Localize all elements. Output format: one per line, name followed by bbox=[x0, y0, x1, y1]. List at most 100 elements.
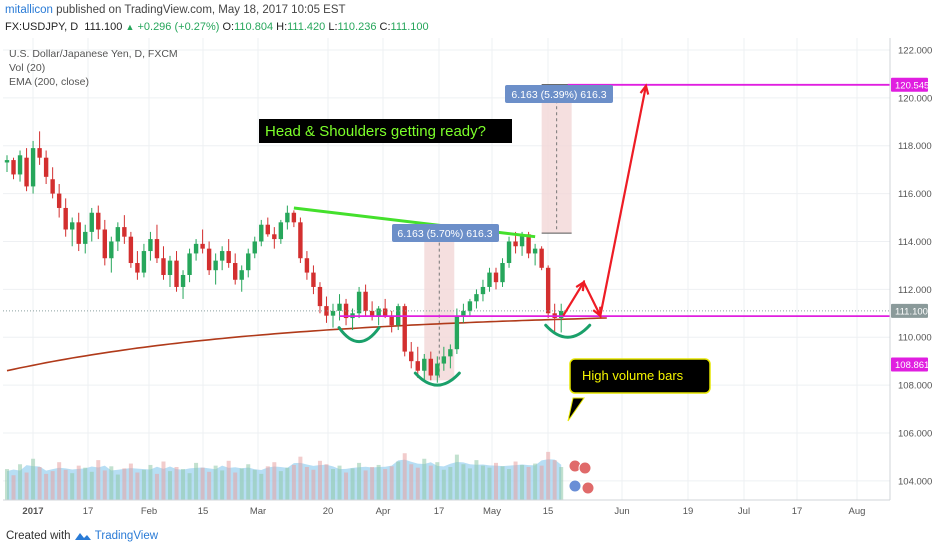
volume-bar bbox=[194, 462, 199, 500]
tradingview-link[interactable]: TradingView bbox=[94, 530, 159, 543]
volume-bar bbox=[298, 456, 303, 500]
candle-body bbox=[193, 243, 199, 254]
candle-body bbox=[70, 222, 75, 230]
candle bbox=[532, 243, 538, 266]
candle-body bbox=[389, 315, 394, 326]
candle bbox=[304, 251, 310, 280]
volume-bar bbox=[467, 468, 472, 500]
candle-body bbox=[246, 253, 251, 271]
candle-body bbox=[128, 236, 134, 264]
volume-bar bbox=[128, 463, 133, 500]
candle-body bbox=[141, 251, 147, 273]
volume-bar bbox=[57, 462, 62, 500]
candle bbox=[409, 342, 414, 369]
candle-body bbox=[43, 157, 49, 177]
candle-body bbox=[154, 239, 160, 259]
volume-bar bbox=[539, 465, 544, 500]
head-arc bbox=[413, 371, 461, 387]
candle-body bbox=[493, 272, 499, 283]
ema-200-line bbox=[6, 317, 607, 372]
time-tick-label: 19 bbox=[683, 506, 694, 517]
candle-body bbox=[317, 286, 323, 307]
candle bbox=[154, 224, 160, 264]
volume-bar bbox=[363, 470, 368, 500]
annotation-title: Head & Shoulders getting ready? bbox=[265, 123, 486, 140]
high-value: 111.420 bbox=[287, 21, 326, 33]
time-tick-label: 20 bbox=[323, 506, 334, 517]
volume-bar bbox=[148, 464, 153, 500]
volume-bar bbox=[18, 464, 23, 500]
candle-body bbox=[330, 310, 336, 316]
volume-bar bbox=[441, 469, 446, 500]
volume-bar bbox=[494, 462, 498, 500]
last-price: 111.100 bbox=[84, 21, 123, 33]
annotation-title-box bbox=[259, 119, 512, 143]
change-arrow-icon: ▲ bbox=[125, 22, 135, 32]
volume-bar bbox=[480, 465, 485, 500]
legend-volume[interactable]: Vol (20) bbox=[9, 62, 46, 74]
candle-body bbox=[30, 148, 36, 187]
candle-body bbox=[474, 294, 479, 302]
candle-body bbox=[409, 351, 414, 362]
candle-body bbox=[519, 234, 525, 247]
created-with: Created with TradingView bbox=[6, 530, 158, 542]
candle-body bbox=[402, 306, 407, 352]
volume-bar bbox=[207, 471, 212, 500]
callout-text: High volume bars bbox=[582, 368, 684, 383]
volume-bar bbox=[435, 462, 440, 500]
volume-bar bbox=[115, 474, 120, 500]
time-tick-label: 15 bbox=[543, 506, 554, 517]
time-tick-label: 15 bbox=[198, 506, 209, 517]
chart-area[interactable]: 104.000 106.000 108.000 110.000 112.000 114.0… bbox=[0, 38, 932, 520]
volume-bar bbox=[187, 473, 192, 500]
candle bbox=[422, 353, 427, 381]
candle bbox=[441, 346, 447, 371]
legend-ema[interactable]: EMA (200, close) bbox=[9, 76, 89, 88]
volume-bar bbox=[96, 460, 101, 500]
volume-bar bbox=[474, 460, 479, 500]
candle-body bbox=[532, 248, 538, 254]
volume-bar bbox=[5, 469, 9, 500]
candle bbox=[213, 253, 218, 285]
candle bbox=[102, 219, 107, 266]
symbol-label[interactable]: FX:USDJPY, D bbox=[5, 21, 79, 33]
price-tick-label: 110.000 bbox=[898, 333, 932, 344]
candle-body bbox=[480, 286, 486, 295]
candle-body bbox=[206, 248, 212, 271]
candle-body bbox=[4, 160, 10, 163]
price-chart[interactable]: 104.000 106.000 108.000 110.000 112.000 114.0… bbox=[0, 38, 932, 520]
volume-bar bbox=[552, 460, 557, 500]
candle bbox=[363, 284, 368, 316]
volume-bar bbox=[520, 464, 525, 500]
candle-body bbox=[167, 260, 173, 275]
volume-bar bbox=[350, 468, 355, 500]
close-value: 111.100 bbox=[390, 21, 429, 33]
arrow-head-icon bbox=[575, 280, 586, 292]
candle bbox=[559, 303, 564, 333]
candle-body bbox=[135, 263, 140, 273]
volume-bar bbox=[76, 465, 81, 500]
volume-bar bbox=[89, 471, 94, 500]
candle-body bbox=[304, 258, 310, 273]
candle bbox=[246, 248, 251, 278]
volume-bar bbox=[233, 472, 238, 500]
volume-bar bbox=[383, 469, 388, 500]
volume-bar bbox=[533, 463, 538, 500]
price-tick-label: 108.000 bbox=[898, 381, 932, 392]
volume-bar bbox=[109, 466, 114, 500]
candle bbox=[226, 239, 231, 268]
volume-bar bbox=[337, 465, 342, 500]
candle-body bbox=[441, 356, 447, 364]
author-link[interactable]: mitallicon bbox=[5, 4, 53, 16]
volume-bar bbox=[246, 464, 251, 500]
candle-body bbox=[37, 148, 42, 158]
candle-body bbox=[239, 270, 244, 280]
volume-bar bbox=[559, 467, 564, 500]
high-label: H: bbox=[276, 21, 288, 33]
candle bbox=[343, 298, 349, 326]
candle-body bbox=[17, 155, 23, 175]
candle-body bbox=[180, 274, 186, 287]
price-label: 108.861 bbox=[895, 360, 929, 371]
open-value: 110.804 bbox=[234, 21, 274, 33]
candle-body bbox=[272, 234, 277, 240]
